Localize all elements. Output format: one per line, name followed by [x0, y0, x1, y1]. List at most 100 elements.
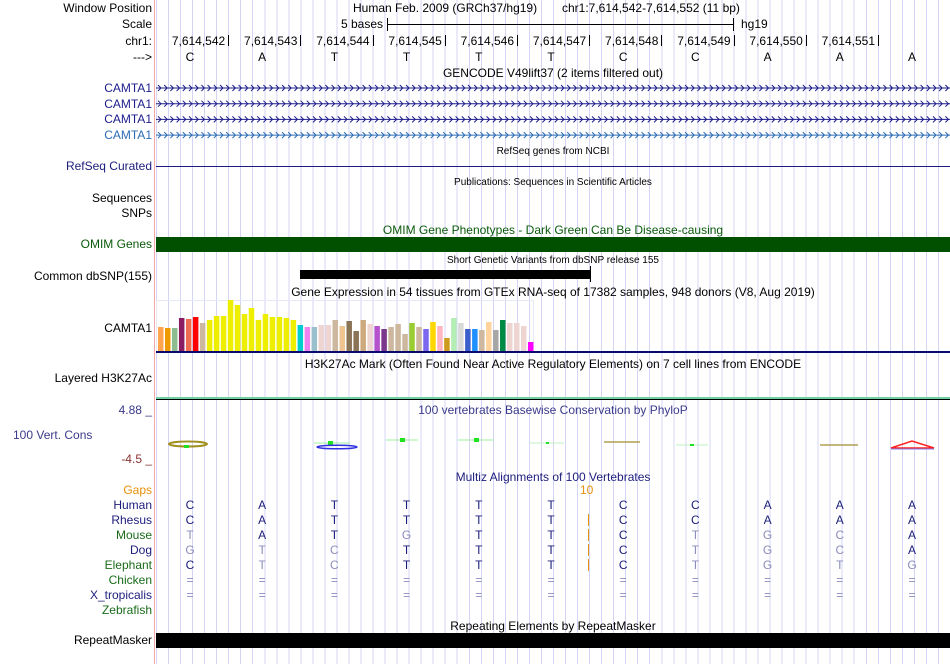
sequences-label[interactable]: Sequences	[91, 191, 152, 205]
gtex-tissue-bar[interactable]	[297, 325, 304, 351]
gtex-tissue-bar[interactable]	[458, 323, 464, 351]
gtex-tissue-bar[interactable]	[241, 314, 248, 351]
gtex-tissue-bar[interactable]	[520, 326, 527, 351]
gtex-tissue-bar[interactable]	[227, 300, 234, 351]
species-label[interactable]: Elephant	[104, 558, 152, 572]
gtex-tissue-bar[interactable]	[486, 322, 492, 351]
gtex-tissue-bar[interactable]	[339, 326, 345, 351]
gtex-tissue-bar[interactable]	[395, 324, 401, 351]
gtex-tissue-bar[interactable]	[276, 317, 283, 351]
gtex-tissue-bar[interactable]	[192, 317, 199, 351]
gtex-tissue-bar[interactable]	[158, 327, 164, 351]
ruler-position: 7,614,546	[460, 34, 514, 48]
gtex-chart[interactable]	[156, 298, 950, 354]
dbsnp-label[interactable]: Common dbSNP(155)	[33, 269, 152, 283]
species-label[interactable]: Rhesus	[111, 513, 152, 527]
repeatmasker-bar[interactable]	[156, 633, 950, 648]
gtex-tissue-bar[interactable]	[500, 320, 506, 351]
sequence-base: A	[835, 50, 844, 64]
repeatmasker-label[interactable]: RepeatMasker	[73, 633, 152, 647]
omim-bar[interactable]	[156, 237, 950, 252]
alignment-base: =	[764, 573, 772, 587]
snps-label[interactable]: SNPs	[121, 206, 152, 220]
gtex-tissue-bar[interactable]	[437, 326, 443, 351]
alignment-base: A	[258, 528, 267, 542]
gtex-tissue-bar[interactable]	[346, 321, 352, 351]
gtex-tissue-bar[interactable]	[248, 308, 255, 351]
h3k27ac-label[interactable]: Layered H3K27Ac	[54, 371, 152, 385]
species-label[interactable]: Mouse	[115, 528, 152, 542]
gtex-tissue-bar[interactable]	[325, 325, 332, 351]
gtex-tissue-bar[interactable]	[430, 322, 436, 351]
cons-glyph	[400, 438, 405, 442]
gtex-tissue-bar[interactable]	[381, 329, 387, 351]
species-label[interactable]: Zebrafish	[101, 603, 152, 617]
gtex-tissue-bar[interactable]	[353, 331, 359, 351]
alignment-base: T	[402, 498, 411, 512]
gtex-tissue-bar[interactable]	[451, 318, 457, 351]
gtex-tissue-bar[interactable]	[206, 320, 213, 351]
cons-track-label[interactable]: 100 Vert. Cons	[13, 428, 93, 442]
gtex-tissue-bar[interactable]	[164, 328, 171, 351]
gtex-tissue-bar[interactable]	[311, 327, 318, 351]
gtex-tissue-bar[interactable]	[388, 327, 394, 351]
gtex-tissue-bar[interactable]	[269, 317, 276, 351]
gtex-tissue-bar[interactable]	[220, 316, 227, 351]
alignment-base: T	[475, 513, 483, 527]
alignment-base: A	[835, 498, 844, 512]
gtex-tissue-bar[interactable]	[423, 329, 429, 351]
alignment-base: =	[691, 588, 699, 602]
species-label[interactable]: Chicken	[108, 573, 152, 587]
gtex-tissue-bar[interactable]	[171, 328, 178, 351]
gene-label[interactable]: CAMTA1	[104, 81, 152, 95]
gtex-tissue-bar[interactable]	[402, 334, 408, 351]
species-label[interactable]: Dog	[129, 543, 152, 557]
alignment-base: G	[907, 558, 917, 572]
gtex-tissue-bar[interactable]	[444, 338, 450, 351]
species-label[interactable]: Human	[113, 498, 152, 512]
gtex-tissue-bar[interactable]	[185, 319, 192, 351]
gtex-title: Gene Expression in 54 tissues from GTEx …	[291, 285, 815, 299]
refseq-gene-line[interactable]	[156, 166, 950, 167]
ruler-tick	[300, 35, 301, 46]
gtex-tissue-bar[interactable]	[213, 316, 220, 351]
gtex-tissue-bar[interactable]	[178, 318, 185, 351]
gtex-tissue-bar[interactable]	[332, 320, 339, 351]
gtex-tissue-bar[interactable]	[513, 323, 520, 351]
gtex-gene-label[interactable]: CAMTA1	[104, 321, 152, 335]
gtex-tissue-bar[interactable]	[283, 318, 290, 351]
label-separator[interactable]	[154, 0, 155, 664]
gtex-tissue-bar[interactable]	[255, 320, 262, 351]
gtex-tissue-bar[interactable]	[304, 327, 311, 351]
gtex-tissue-bar[interactable]	[527, 342, 534, 351]
gtex-tissue-bar[interactable]	[199, 323, 206, 351]
alignment-base: A	[258, 498, 267, 512]
gene-label[interactable]: CAMTA1	[104, 128, 152, 143]
gencode-title: GENCODE V49lift37 (2 items filtered out)	[442, 66, 664, 80]
gtex-tissue-bar[interactable]	[374, 326, 380, 351]
dbsnp-variant-bar[interactable]	[300, 270, 590, 279]
gtex-tissue-bar[interactable]	[409, 323, 415, 351]
alignment-base: T	[691, 528, 700, 542]
gtex-tissue-bar[interactable]	[318, 325, 325, 351]
gene-label[interactable]: CAMTA1	[104, 96, 152, 111]
gtex-tissue-bar[interactable]	[360, 320, 366, 351]
species-label[interactable]: X_tropicalis	[89, 588, 152, 602]
cons-plot[interactable]	[156, 430, 950, 455]
scale-bar	[387, 24, 733, 25]
gtex-tissue-bar[interactable]	[507, 323, 513, 351]
gene-label[interactable]: CAMTA1	[104, 112, 152, 127]
gtex-tissue-bar[interactable]	[465, 329, 471, 351]
refseq-label[interactable]: RefSeq Curated	[65, 159, 152, 173]
gtex-tissue-bar[interactable]	[262, 314, 269, 351]
gap-marker	[588, 529, 589, 541]
gtex-tissue-bar[interactable]	[367, 324, 373, 351]
gtex-tissue-bar[interactable]	[479, 330, 485, 351]
gtex-tissue-bar[interactable]	[290, 320, 297, 351]
omim-label[interactable]: OMIM Genes	[80, 237, 152, 251]
gtex-tissue-bar[interactable]	[234, 305, 241, 351]
gtex-tissue-bar[interactable]	[472, 329, 478, 351]
gencode-genes[interactable]	[156, 80, 950, 144]
gtex-tissue-bar[interactable]	[493, 330, 499, 351]
gtex-tissue-bar[interactable]	[416, 327, 422, 351]
